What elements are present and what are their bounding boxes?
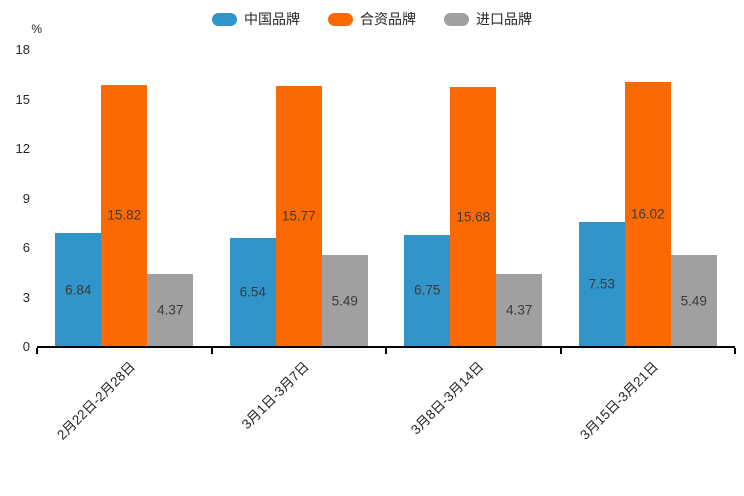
x-tick-label: 3月1日-3月7日 xyxy=(238,358,313,433)
bar-value-label: 15.77 xyxy=(281,208,316,224)
bar-value-label: 15.82 xyxy=(107,207,142,223)
bar-value-label: 5.49 xyxy=(331,293,358,309)
bar-group-2: 6.75 15.68 4.37 xyxy=(386,51,561,346)
bar-value-label: 6.54 xyxy=(239,284,266,300)
bar-series-1-group-3: 16.02 xyxy=(624,81,671,346)
bar-series-1-group-0: 15.82 xyxy=(101,84,148,346)
legend-label: 中国品牌 xyxy=(244,11,300,27)
bar-value-label: 4.37 xyxy=(506,302,533,318)
y-axis-unit-label: % xyxy=(31,22,42,36)
bar-value-label: 5.49 xyxy=(680,293,707,309)
bar-series-2-group-3: 5.49 xyxy=(670,255,717,346)
y-tick-label: 18 xyxy=(15,42,30,57)
bar-series-1-group-2: 15.68 xyxy=(450,87,497,346)
plot-area: 0 3 6 9 12 15 18 6.84 15.82 4.37 2月22日-2月28日 6.54 15… xyxy=(16,42,736,443)
bar-series-0-group-0: 6.84 xyxy=(55,233,102,346)
bar-value-label: 6.75 xyxy=(414,282,441,298)
y-tick-label: 12 xyxy=(15,141,30,156)
y-tick-label: 0 xyxy=(22,339,30,354)
legend-item-1: 合资品牌 xyxy=(328,9,416,29)
legend-label: 进口品牌 xyxy=(476,11,532,27)
x-tick-label: 3月8日-3月14日 xyxy=(408,358,487,438)
bar-series-2-group-2: 4.37 xyxy=(496,273,543,346)
x-axis-tick-mark xyxy=(36,348,38,354)
bar-value-label: 4.37 xyxy=(157,302,184,318)
bar-series-0-group-2: 6.75 xyxy=(404,234,451,346)
bar-series-0-group-3: 7.53 xyxy=(578,221,625,346)
legend-item-0: 中国品牌 xyxy=(212,9,300,29)
x-axis-tick-mark xyxy=(559,348,562,354)
x-axis-tick-mark xyxy=(385,348,387,354)
x-tick-label: 3月15日-3月21日 xyxy=(577,358,662,443)
x-axis-tick-mark xyxy=(210,348,213,354)
legend-label: 合资品牌 xyxy=(360,11,416,27)
bar-value-label: 16.02 xyxy=(630,206,665,222)
bar-series-2-group-0: 4.37 xyxy=(147,273,194,346)
bar-value-label: 6.84 xyxy=(65,282,92,298)
legend-swatch-icon xyxy=(444,12,469,26)
y-tick-label: 3 xyxy=(22,289,30,305)
bar-series-1-group-1: 15.77 xyxy=(275,85,322,346)
bar-value-label: 7.53 xyxy=(588,276,615,292)
bar-group-1: 6.54 15.77 5.49 xyxy=(212,51,387,346)
bar-group-3: 7.53 16.02 5.49 xyxy=(561,51,736,346)
x-axis-tick-mark xyxy=(734,348,736,354)
bar-value-label: 15.68 xyxy=(456,209,491,225)
bar-series-2-group-1: 5.49 xyxy=(321,255,368,346)
x-tick-label: 2月22日-2月28日 xyxy=(53,358,138,443)
legend: 中国品牌 合资品牌 进口品牌 xyxy=(0,9,744,29)
bar-series-0-group-1: 6.54 xyxy=(229,238,276,346)
y-tick-label: 15 xyxy=(15,91,30,107)
legend-swatch-icon xyxy=(328,12,353,26)
legend-swatch-icon xyxy=(212,12,237,26)
y-tick-label: 9 xyxy=(22,190,30,206)
y-tick-label: 6 xyxy=(22,240,30,255)
legend-item-2: 进口品牌 xyxy=(444,9,532,29)
bar-group-0: 6.84 15.82 4.37 xyxy=(37,51,212,346)
